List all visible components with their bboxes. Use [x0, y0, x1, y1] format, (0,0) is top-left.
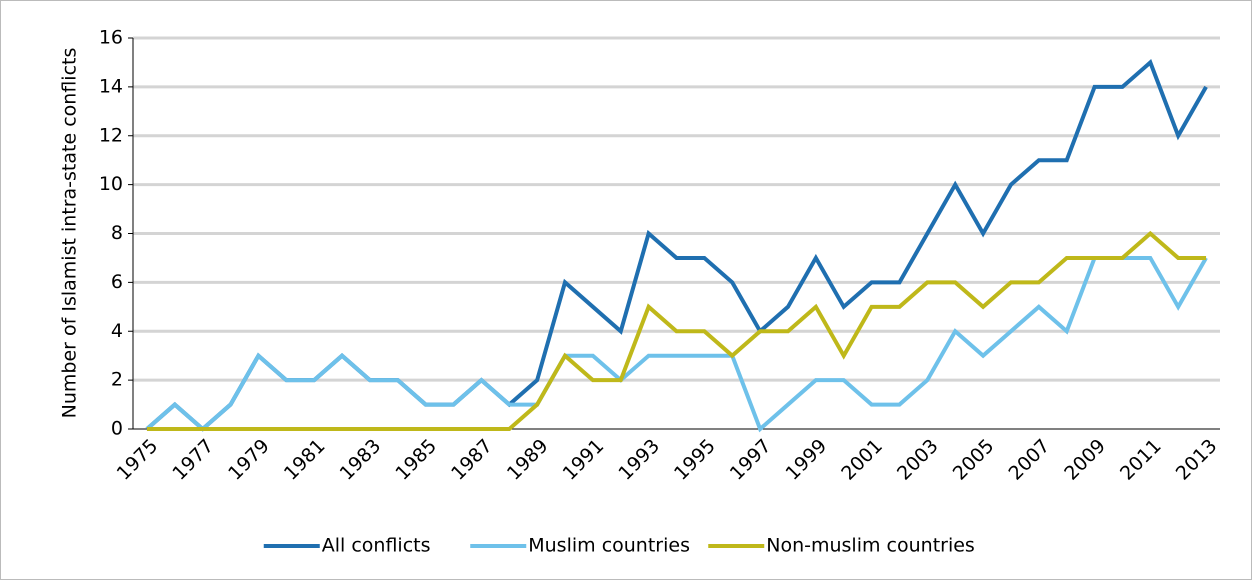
legend-label: All conflicts	[322, 535, 431, 557]
y-tick-label: 6	[111, 271, 123, 293]
y-axis-label: Number of Islamist intra-state conflicts	[59, 48, 81, 419]
legend-label: Non-muslim countries	[766, 535, 975, 557]
y-tick-label: 16	[99, 27, 123, 49]
y-tick-label: 10	[99, 173, 123, 195]
y-tick-label: 12	[99, 124, 123, 146]
series-line	[145, 255, 1208, 433]
y-tick-label: 14	[99, 75, 123, 97]
y-tick-label: 2	[111, 369, 123, 391]
legend-label: Muslim countries	[528, 535, 690, 557]
series-line	[146, 230, 1207, 431]
y-tick-label: 8	[111, 222, 123, 244]
y-tick-label: 0	[111, 418, 123, 440]
y-tick-label: 4	[111, 320, 123, 342]
